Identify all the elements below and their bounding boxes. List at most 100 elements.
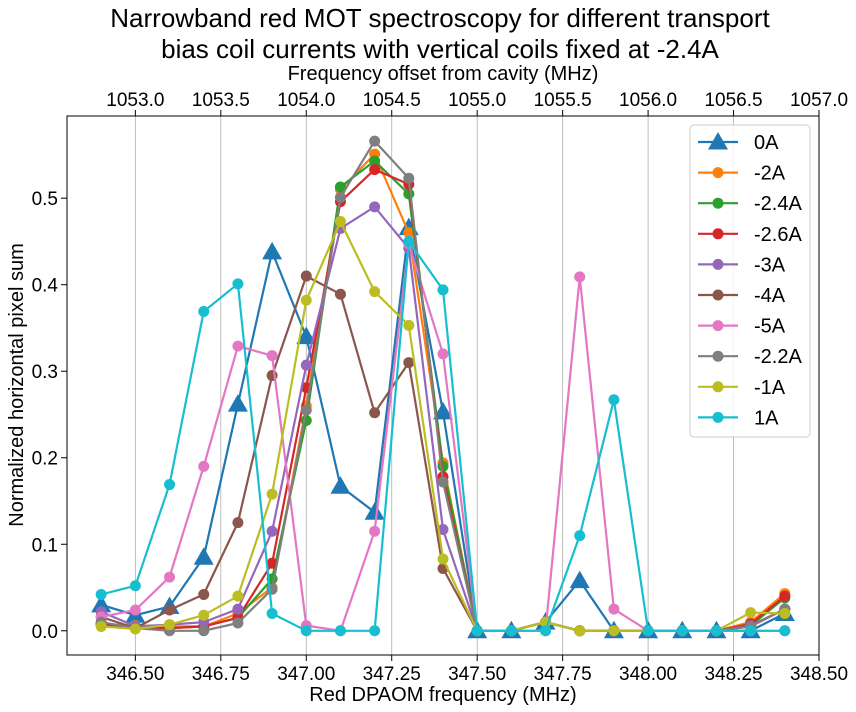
legend-label: -2.2A [754,346,802,368]
data-point [369,625,381,637]
legend-marker [712,289,724,301]
data-point [574,530,586,542]
legend-item: -1A [698,377,786,399]
top-tick-label: 1053.5 [192,90,250,111]
data-point [266,607,278,619]
y-tick-label: 0.4 [32,276,59,297]
x-tick-label: 348.25 [704,664,762,685]
data-point [300,625,312,637]
data-point [437,553,449,565]
legend: 0A -2A -2.4A -2.6A -3A -4A -5A -2.2A -1A 1A [689,124,811,438]
legend-label: -3A [754,254,786,276]
data-point [369,525,381,537]
data-point [403,172,415,184]
data-point [330,476,351,494]
data-point [334,191,346,203]
data-point [369,155,381,167]
data-point [266,350,278,362]
data-point [164,571,176,583]
data-point [369,201,381,213]
data-point [232,517,244,529]
x-tick-label: 347.75 [534,664,592,685]
data-point [300,270,312,282]
top-tick-label: 1054.5 [363,90,421,111]
data-point [300,404,312,416]
y-axis-label: Normalized horizontal pixel sum [6,243,28,526]
y-tick-label: 0.3 [32,362,58,383]
data-point [198,588,210,600]
data-point [232,617,244,629]
data-point [227,394,248,412]
legend-marker [708,132,728,150]
data-point [95,588,107,600]
data-point [369,407,381,419]
top-axis-ticks: 1053.0 1053.5 1054.0 1054.5 1055.0 1055.5 1056… [106,90,848,116]
data-point [505,625,517,637]
data-point [745,607,757,619]
data-point [437,476,449,488]
data-point [198,460,210,472]
y-tick-label: 0.0 [32,622,58,643]
legend-label: -2.4A [754,193,802,215]
data-point [437,284,449,296]
data-point [369,286,381,298]
top-tick-label: 1053.0 [106,90,164,111]
chart-title-line-1: Narrowband red MOT spectroscopy for diff… [110,3,770,33]
legend-item: -2.2A [698,346,802,368]
data-point [369,164,381,176]
data-point [676,625,688,637]
x-tick-label: 348.50 [790,664,848,685]
data-point [569,570,590,589]
data-point [710,625,722,637]
series-group [91,135,795,639]
data-point [193,547,214,565]
data-point [300,294,312,306]
data-point [334,625,346,637]
legend-marker [712,411,724,423]
legend-item: -5A [698,316,786,338]
legend-item: 0A [698,132,779,154]
data-point [403,227,415,239]
data-point [403,235,415,247]
x-tick-label: 348.00 [619,664,677,685]
data-point [300,359,312,371]
data-point [198,306,210,318]
legend-item: -2.6A [698,224,802,246]
top-tick-label: 1056.0 [619,90,677,111]
y-tick-label: 0.1 [32,535,58,556]
data-point [296,326,317,345]
x-axis-label: Red DPAOM frequency (MHz) [309,684,576,706]
data-point [164,479,176,491]
data-point [232,603,244,615]
legend-item: -4A [698,285,786,307]
x-tick-label: 347.00 [277,664,335,685]
data-point [232,278,244,290]
data-point [540,625,552,637]
legend-label: -1A [754,377,786,399]
data-point [95,620,107,632]
data-point [574,271,586,283]
data-point [232,590,244,602]
data-point [198,625,210,637]
data-point [334,181,346,193]
legend-marker [712,381,724,393]
legend-label: -2A [754,163,786,185]
legend-label: -4A [754,285,786,307]
data-point [334,216,346,228]
data-point [779,590,791,602]
top-tick-label: 1054.0 [277,90,335,111]
y-tick-label: 0.5 [32,189,58,210]
top-tick-label: 1055.5 [534,90,592,111]
legend-label: -2.6A [754,224,802,246]
legend-marker [712,167,724,179]
legend-label: 0A [754,132,779,154]
data-point [129,604,141,616]
data-point [608,394,620,406]
data-point [164,604,176,616]
plot-frame [66,115,820,656]
data-point [433,401,453,420]
legend-item: -2A [698,163,786,185]
legend-item: -3A [698,254,786,276]
data-point [334,288,346,300]
